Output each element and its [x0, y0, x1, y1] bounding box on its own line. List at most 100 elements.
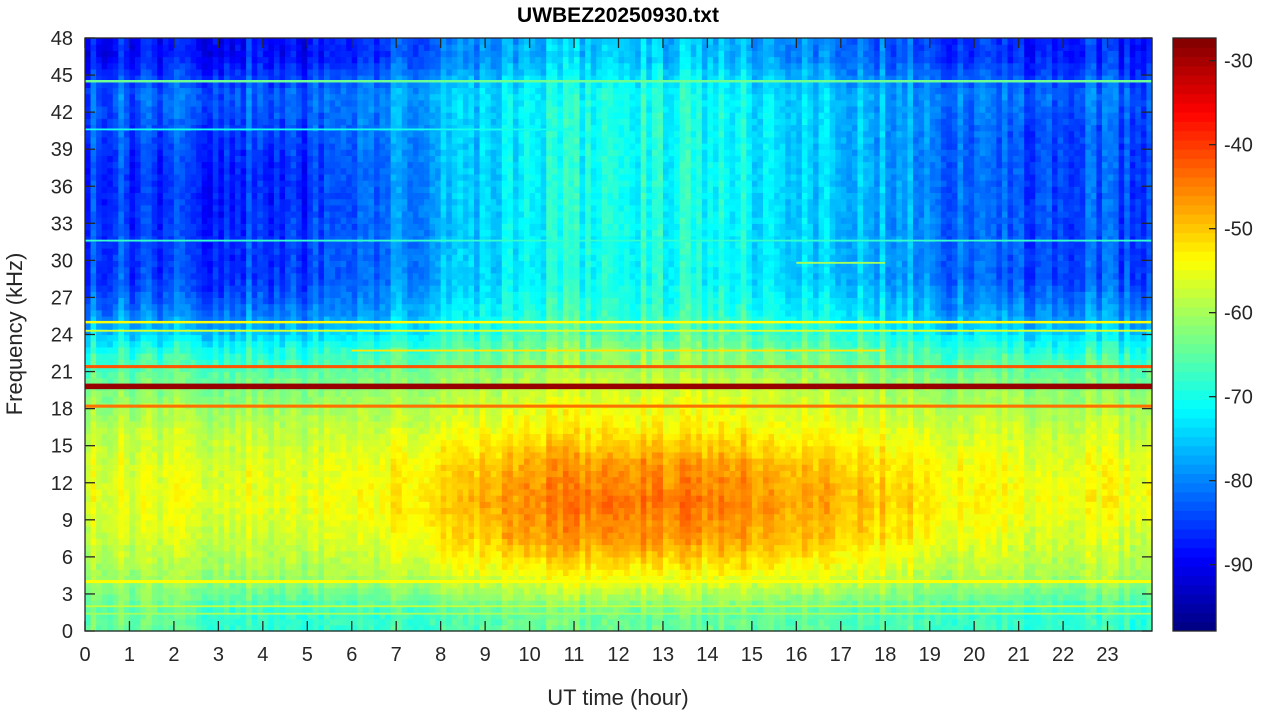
heatmap-cell: [329, 624, 336, 632]
heatmap-cell: [85, 581, 92, 589]
heatmap-cell: [212, 118, 219, 126]
heatmap-cell: [257, 155, 264, 163]
heatmap-cell: [129, 124, 136, 132]
heatmap-cell: [362, 204, 370, 212]
heatmap-cell: [290, 532, 297, 539]
heatmap-cell: [129, 87, 136, 95]
heatmap-cell: [168, 56, 175, 64]
heatmap-cell: [262, 451, 269, 459]
heatmap-cell: [85, 192, 92, 200]
heatmap-cell: [207, 272, 214, 280]
heatmap-cell: [212, 143, 219, 150]
heatmap-cell: [246, 297, 253, 305]
heatmap-cell: [251, 167, 258, 175]
heatmap-cell: [290, 167, 297, 175]
heatmap-cell: [112, 612, 119, 620]
heatmap-cell: [212, 291, 219, 299]
heatmap-cell: [262, 353, 269, 360]
heatmap-cell: [229, 359, 236, 366]
heatmap-cell: [290, 359, 297, 366]
heatmap-cell: [268, 322, 275, 329]
heatmap-cell: [301, 143, 308, 150]
heatmap-cell: [340, 353, 347, 360]
heatmap-cell: [123, 587, 131, 595]
heatmap-cell: [335, 81, 342, 89]
heatmap-cell: [101, 118, 108, 126]
heatmap-cell: [168, 600, 175, 607]
heatmap-cell: [318, 470, 325, 478]
heatmap-cell: [146, 334, 153, 342]
heatmap-cell: [173, 365, 181, 373]
heatmap-cell: [96, 439, 103, 447]
heatmap-cell: [290, 550, 297, 558]
heatmap-cell: [90, 396, 97, 404]
heatmap-cell: [123, 482, 131, 490]
heatmap-cell: [173, 149, 181, 156]
heatmap-cell: [251, 556, 258, 564]
heatmap-cell: [173, 470, 181, 478]
heatmap-cell: [273, 254, 281, 261]
heatmap-cell: [323, 149, 331, 156]
heatmap-cell: [312, 371, 320, 379]
heatmap-cell: [362, 377, 370, 385]
heatmap-cell: [262, 624, 269, 632]
heatmap-cell: [229, 482, 236, 490]
heatmap-cell: [101, 210, 108, 218]
heatmap-cell: [368, 260, 375, 268]
heatmap-cell: [168, 365, 175, 373]
heatmap-cell: [162, 62, 169, 70]
heatmap-cell: [207, 377, 214, 385]
heatmap-cell: [135, 173, 142, 181]
heatmap-cell: [162, 581, 169, 589]
heatmap-cell: [240, 210, 247, 218]
heatmap-cell: [140, 353, 147, 360]
heatmap-cell: [307, 507, 314, 515]
heatmap-cell: [223, 575, 231, 583]
heatmap-cell: [273, 217, 281, 224]
heatmap-cell: [362, 105, 370, 113]
heatmap-cell: [251, 217, 258, 224]
heatmap-cell: [146, 38, 153, 45]
heatmap-cell: [157, 81, 164, 89]
heatmap-cell: [129, 291, 136, 299]
heatmap-cell: [118, 525, 125, 533]
heatmap-cell: [218, 93, 225, 101]
heatmap-cell: [196, 556, 203, 564]
heatmap-cell: [335, 458, 342, 465]
heatmap-cell: [207, 538, 214, 546]
heatmap-cell: [146, 75, 153, 82]
heatmap-cell: [157, 458, 164, 465]
heatmap-cell: [185, 124, 192, 132]
heatmap-cell: [257, 346, 264, 354]
heatmap-cell: [329, 507, 336, 515]
heatmap-cell: [279, 451, 286, 459]
heatmap-cell: [162, 458, 169, 465]
heatmap-cell: [190, 569, 197, 577]
heatmap-cell: [135, 563, 142, 570]
heatmap-cell: [368, 525, 375, 533]
heatmap-cell: [157, 198, 164, 206]
heatmap-cell: [168, 538, 175, 546]
heatmap-cell: [290, 439, 297, 447]
heatmap-cell: [223, 414, 231, 422]
heatmap-cell: [140, 556, 147, 564]
heatmap-cell: [168, 464, 175, 471]
heatmap-cell: [157, 309, 164, 317]
heatmap-cell: [129, 569, 136, 577]
heatmap-cell: [307, 606, 314, 614]
heatmap-cell: [323, 50, 331, 58]
heatmap-cell: [257, 38, 264, 45]
heatmap-cell: [362, 118, 370, 126]
heatmap-cell: [135, 62, 142, 70]
heatmap-cell: [279, 420, 286, 428]
heatmap-cell: [290, 155, 297, 163]
heatmap-cell: [235, 112, 242, 119]
heatmap-cell: [229, 532, 236, 539]
heatmap-cell: [323, 587, 331, 595]
heatmap-cell: [107, 445, 114, 453]
heatmap-cell: [235, 93, 242, 101]
heatmap-cell: [290, 340, 297, 348]
heatmap-cell: [129, 390, 136, 397]
heatmap-cell: [201, 612, 208, 620]
heatmap-cell: [357, 513, 364, 521]
